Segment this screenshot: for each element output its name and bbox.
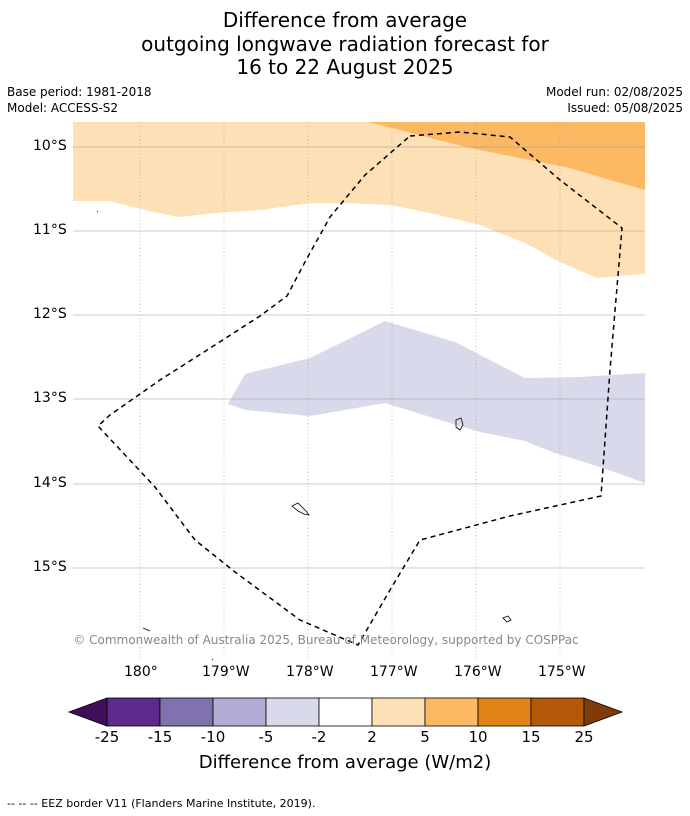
colorbar-tick-label: -10	[200, 728, 226, 746]
island-bottom	[211, 658, 214, 661]
map-panel	[73, 122, 645, 661]
anomaly-band-orange	[368, 122, 645, 190]
lon-label-177w: 177°W	[370, 664, 418, 680]
colorbar-title: Difference from average (W/m2)	[198, 752, 492, 773]
colorbar-extend-low	[67, 697, 108, 727]
title-line-2: outgoing longwave radiation forecast for	[141, 32, 549, 56]
lat-label-10s: 10°S	[33, 138, 67, 154]
gridlines	[73, 122, 645, 660]
colorbar-segment	[159, 697, 214, 727]
lon-label-179w: 179°W	[202, 664, 250, 680]
model-run: Model run: 02/08/2025	[545, 85, 683, 99]
lon-label-180: 180°	[124, 664, 158, 680]
model-name: Model: ACCESS-S2	[7, 101, 119, 115]
lat-label-12s: 12°S	[33, 306, 67, 322]
island-north	[96, 210, 99, 213]
colorbar-segment	[424, 697, 479, 727]
island-outlines	[96, 210, 512, 661]
copyright-notice: © Commonwealth of Australia 2025, Bureau…	[73, 633, 579, 647]
colorbar-segment	[477, 697, 532, 727]
colorbar-segment	[318, 697, 373, 727]
colorbar-segment	[212, 697, 267, 727]
colorbar-segment	[265, 697, 320, 727]
colorbar-extend-high	[583, 697, 624, 727]
colorbar-tick-label: 25	[574, 728, 594, 746]
lon-label-175w: 175°W	[538, 664, 586, 680]
anomaly-band-light-purple	[228, 321, 645, 483]
colorbar-tick-label: 15	[521, 728, 541, 746]
colorbar-tick-label: -25	[94, 728, 120, 746]
island-sw	[142, 627, 151, 632]
anomaly-band-light-orange	[73, 122, 645, 278]
island-futuna	[291, 502, 310, 516]
lat-label-11s: 11°S	[33, 222, 67, 238]
lon-label-178w: 178°W	[286, 664, 334, 680]
lat-label-13s: 13°S	[33, 390, 67, 406]
lat-label-15s: 15°S	[33, 559, 67, 575]
colorbar-tick-label: -15	[147, 728, 173, 746]
issued-date: Issued: 05/08/2025	[567, 101, 683, 115]
base-period: Base period: 1981-2018	[7, 85, 152, 99]
eez-footnote: -- -- -- EEZ border V11 (Flanders Marine…	[7, 797, 316, 810]
eez-border	[96, 131, 623, 646]
colorbar-tick-label: -2	[311, 728, 327, 746]
island-south	[502, 615, 512, 623]
colorbar-tick-label: 10	[468, 728, 488, 746]
title-line-3: 16 to 22 August 2025	[236, 55, 454, 79]
colorbar-tick-label: 5	[420, 728, 430, 746]
island-wallis	[455, 417, 464, 431]
anomaly-field	[73, 122, 645, 483]
colorbar-segment	[371, 697, 426, 727]
colorbar-segment	[530, 697, 585, 727]
lat-label-14s: 14°S	[33, 475, 67, 491]
title-line-1: Difference from average	[222, 8, 468, 32]
colorbar-tick-label: -5	[258, 728, 274, 746]
colorbar-tick-label: 2	[367, 728, 377, 746]
colorbar	[67, 697, 624, 727]
colorbar-segment	[106, 697, 161, 727]
lon-label-176w: 176°W	[454, 664, 502, 680]
